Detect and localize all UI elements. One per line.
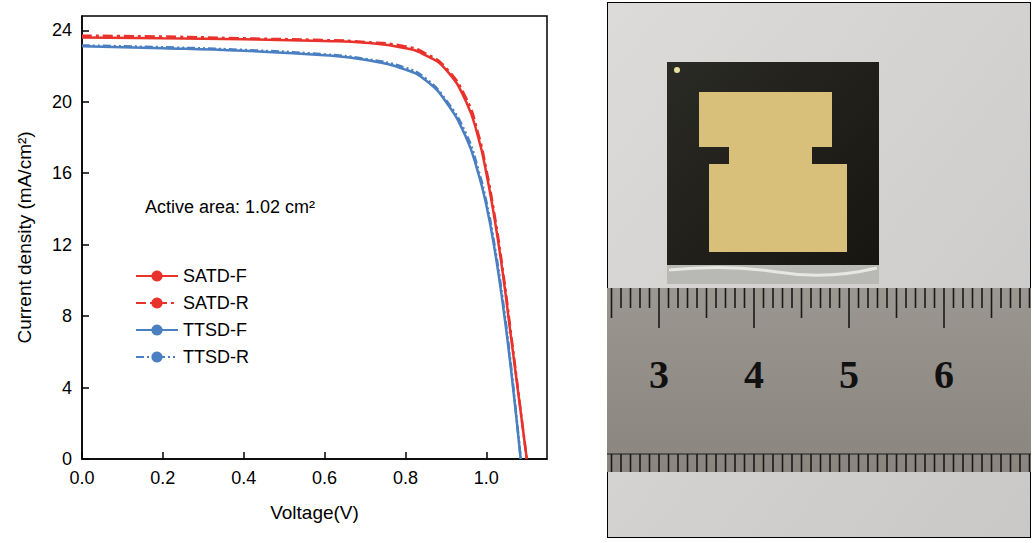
svg-text:4: 4 — [62, 378, 72, 398]
svg-text:12: 12 — [52, 235, 72, 255]
svg-text:5: 5 — [839, 352, 859, 397]
svg-text:4: 4 — [744, 352, 764, 397]
svg-text:0: 0 — [62, 449, 72, 469]
svg-text:6: 6 — [934, 352, 954, 397]
svg-text:3: 3 — [649, 352, 669, 397]
svg-text:SATD-R: SATD-R — [183, 293, 249, 313]
svg-text:0.6: 0.6 — [312, 468, 337, 488]
svg-text:1.0: 1.0 — [474, 468, 499, 488]
svg-text:Current density (mA/cm²): Current density (mA/cm²) — [14, 131, 35, 343]
svg-text:Active area: 1.02 cm²: Active area: 1.02 cm² — [145, 197, 315, 217]
svg-text:8: 8 — [62, 306, 72, 326]
svg-text:0.0: 0.0 — [69, 468, 94, 488]
svg-text:16: 16 — [52, 163, 72, 183]
svg-text:0.2: 0.2 — [150, 468, 175, 488]
svg-text:TTSD-F: TTSD-F — [183, 320, 247, 340]
svg-text:TTSD-R: TTSD-R — [183, 347, 249, 367]
svg-text:0.8: 0.8 — [393, 468, 418, 488]
svg-text:24: 24 — [52, 20, 72, 40]
svg-text:Voltage(V): Voltage(V) — [270, 502, 359, 523]
svg-text:SATD-F: SATD-F — [183, 266, 247, 286]
svg-text:0.4: 0.4 — [231, 468, 256, 488]
svg-text:20: 20 — [52, 92, 72, 112]
